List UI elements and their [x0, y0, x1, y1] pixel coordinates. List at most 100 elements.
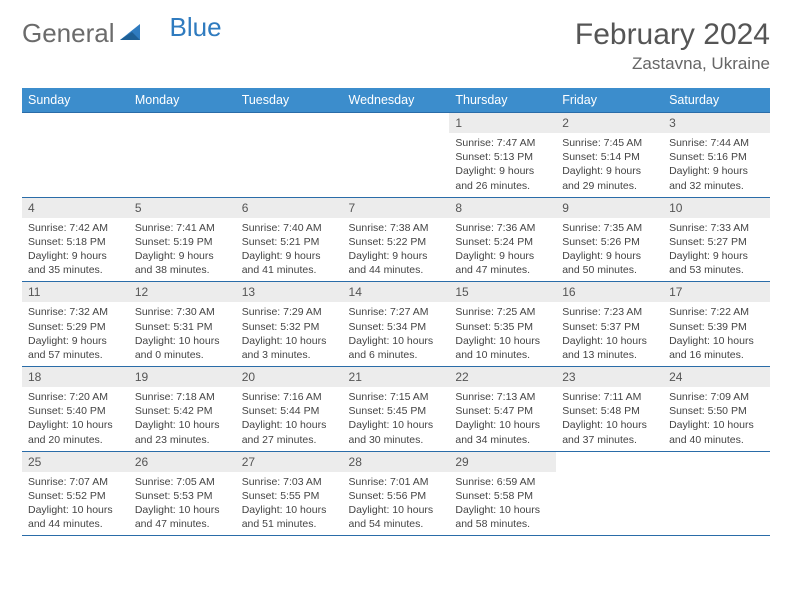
- daylight-text-2: and 44 minutes.: [28, 517, 123, 531]
- daylight-text-2: and 57 minutes.: [28, 348, 123, 362]
- daylight-text-1: Daylight: 10 hours: [455, 334, 550, 348]
- daylight-text-2: and 10 minutes.: [455, 348, 550, 362]
- brand-logo: General Blue: [22, 18, 222, 49]
- sunset-text: Sunset: 5:24 PM: [455, 235, 550, 249]
- daylight-text-2: and 35 minutes.: [28, 263, 123, 277]
- daylight-text-1: Daylight: 10 hours: [28, 503, 123, 517]
- daylight-text-1: Daylight: 10 hours: [349, 334, 444, 348]
- weekday-header: Sunday: [22, 88, 129, 113]
- calendar-day-cell: [236, 113, 343, 198]
- calendar-day-cell: 7Sunrise: 7:38 AMSunset: 5:22 PMDaylight…: [343, 197, 450, 282]
- day-details: Sunrise: 7:30 AMSunset: 5:31 PMDaylight:…: [129, 302, 236, 366]
- day-number: 22: [449, 367, 556, 387]
- calendar-day-cell: 2Sunrise: 7:45 AMSunset: 5:14 PMDaylight…: [556, 113, 663, 198]
- calendar-day-cell: 15Sunrise: 7:25 AMSunset: 5:35 PMDayligh…: [449, 282, 556, 367]
- calendar-day-cell: 6Sunrise: 7:40 AMSunset: 5:21 PMDaylight…: [236, 197, 343, 282]
- day-number: 12: [129, 282, 236, 302]
- weekday-header: Wednesday: [343, 88, 450, 113]
- daylight-text-1: Daylight: 9 hours: [135, 249, 230, 263]
- day-number: 23: [556, 367, 663, 387]
- sunset-text: Sunset: 5:47 PM: [455, 404, 550, 418]
- daylight-text-1: Daylight: 10 hours: [562, 418, 657, 432]
- day-number: 6: [236, 198, 343, 218]
- day-details: Sunrise: 7:15 AMSunset: 5:45 PMDaylight:…: [343, 387, 450, 451]
- sunset-text: Sunset: 5:39 PM: [669, 320, 764, 334]
- day-details: Sunrise: 7:42 AMSunset: 5:18 PMDaylight:…: [22, 218, 129, 282]
- daylight-text-1: Daylight: 10 hours: [135, 418, 230, 432]
- daylight-text-1: Daylight: 9 hours: [669, 249, 764, 263]
- daylight-text-2: and 13 minutes.: [562, 348, 657, 362]
- daylight-text-2: and 58 minutes.: [455, 517, 550, 531]
- daylight-text-2: and 34 minutes.: [455, 433, 550, 447]
- daylight-text-2: and 51 minutes.: [242, 517, 337, 531]
- day-details: Sunrise: 7:47 AMSunset: 5:13 PMDaylight:…: [449, 133, 556, 197]
- day-details: Sunrise: 7:35 AMSunset: 5:26 PMDaylight:…: [556, 218, 663, 282]
- calendar-day-cell: 19Sunrise: 7:18 AMSunset: 5:42 PMDayligh…: [129, 367, 236, 452]
- sunrise-text: Sunrise: 7:15 AM: [349, 390, 444, 404]
- sunrise-text: Sunrise: 7:11 AM: [562, 390, 657, 404]
- weekday-header: Friday: [556, 88, 663, 113]
- daylight-text-2: and 29 minutes.: [562, 179, 657, 193]
- daylight-text-1: Daylight: 9 hours: [562, 249, 657, 263]
- sunrise-text: Sunrise: 7:16 AM: [242, 390, 337, 404]
- calendar-day-cell: 11Sunrise: 7:32 AMSunset: 5:29 PMDayligh…: [22, 282, 129, 367]
- sunset-text: Sunset: 5:26 PM: [562, 235, 657, 249]
- sunrise-text: Sunrise: 7:30 AM: [135, 305, 230, 319]
- calendar-week-row: 25Sunrise: 7:07 AMSunset: 5:52 PMDayligh…: [22, 451, 770, 536]
- day-details: Sunrise: 7:01 AMSunset: 5:56 PMDaylight:…: [343, 472, 450, 536]
- sunset-text: Sunset: 5:56 PM: [349, 489, 444, 503]
- day-number: 18: [22, 367, 129, 387]
- day-number: 26: [129, 452, 236, 472]
- sunrise-text: Sunrise: 7:18 AM: [135, 390, 230, 404]
- calendar-day-cell: 24Sunrise: 7:09 AMSunset: 5:50 PMDayligh…: [663, 367, 770, 452]
- sunset-text: Sunset: 5:40 PM: [28, 404, 123, 418]
- daylight-text-1: Daylight: 9 hours: [28, 249, 123, 263]
- day-details: Sunrise: 7:45 AMSunset: 5:14 PMDaylight:…: [556, 133, 663, 197]
- daylight-text-2: and 32 minutes.: [669, 179, 764, 193]
- calendar-week-row: 1Sunrise: 7:47 AMSunset: 5:13 PMDaylight…: [22, 113, 770, 198]
- day-details: Sunrise: 7:03 AMSunset: 5:55 PMDaylight:…: [236, 472, 343, 536]
- sunset-text: Sunset: 5:31 PM: [135, 320, 230, 334]
- daylight-text-1: Daylight: 10 hours: [135, 334, 230, 348]
- day-details: Sunrise: 7:29 AMSunset: 5:32 PMDaylight:…: [236, 302, 343, 366]
- daylight-text-1: Daylight: 10 hours: [562, 334, 657, 348]
- day-number: 14: [343, 282, 450, 302]
- sunrise-text: Sunrise: 7:42 AM: [28, 221, 123, 235]
- calendar-day-cell: 4Sunrise: 7:42 AMSunset: 5:18 PMDaylight…: [22, 197, 129, 282]
- header: General Blue February 2024 Zastavna, Ukr…: [22, 18, 770, 74]
- sunrise-text: Sunrise: 7:33 AM: [669, 221, 764, 235]
- daylight-text-1: Daylight: 9 hours: [455, 164, 550, 178]
- daylight-text-2: and 0 minutes.: [135, 348, 230, 362]
- daylight-text-1: Daylight: 10 hours: [135, 503, 230, 517]
- day-number: 3: [663, 113, 770, 133]
- day-number: 28: [343, 452, 450, 472]
- daylight-text-1: Daylight: 10 hours: [349, 418, 444, 432]
- daylight-text-2: and 44 minutes.: [349, 263, 444, 277]
- calendar-day-cell: 20Sunrise: 7:16 AMSunset: 5:44 PMDayligh…: [236, 367, 343, 452]
- day-details: Sunrise: 7:13 AMSunset: 5:47 PMDaylight:…: [449, 387, 556, 451]
- day-details: Sunrise: 7:07 AMSunset: 5:52 PMDaylight:…: [22, 472, 129, 536]
- day-number: 11: [22, 282, 129, 302]
- calendar-day-cell: [22, 113, 129, 198]
- calendar-week-row: 11Sunrise: 7:32 AMSunset: 5:29 PMDayligh…: [22, 282, 770, 367]
- daylight-text-2: and 26 minutes.: [455, 179, 550, 193]
- sunrise-text: Sunrise: 7:35 AM: [562, 221, 657, 235]
- sunrise-text: Sunrise: 7:38 AM: [349, 221, 444, 235]
- day-details: Sunrise: 7:16 AMSunset: 5:44 PMDaylight:…: [236, 387, 343, 451]
- sunrise-text: Sunrise: 7:09 AM: [669, 390, 764, 404]
- day-details: Sunrise: 7:22 AMSunset: 5:39 PMDaylight:…: [663, 302, 770, 366]
- day-number: 16: [556, 282, 663, 302]
- daylight-text-2: and 38 minutes.: [135, 263, 230, 277]
- calendar-day-cell: [343, 113, 450, 198]
- day-number: 8: [449, 198, 556, 218]
- day-number: 10: [663, 198, 770, 218]
- day-details: Sunrise: 7:38 AMSunset: 5:22 PMDaylight:…: [343, 218, 450, 282]
- daylight-text-1: Daylight: 10 hours: [242, 503, 337, 517]
- sunrise-text: Sunrise: 7:07 AM: [28, 475, 123, 489]
- sunset-text: Sunset: 5:29 PM: [28, 320, 123, 334]
- day-details: Sunrise: 7:44 AMSunset: 5:16 PMDaylight:…: [663, 133, 770, 197]
- sunset-text: Sunset: 5:22 PM: [349, 235, 444, 249]
- day-details: Sunrise: 7:33 AMSunset: 5:27 PMDaylight:…: [663, 218, 770, 282]
- sunset-text: Sunset: 5:35 PM: [455, 320, 550, 334]
- daylight-text-1: Daylight: 10 hours: [242, 334, 337, 348]
